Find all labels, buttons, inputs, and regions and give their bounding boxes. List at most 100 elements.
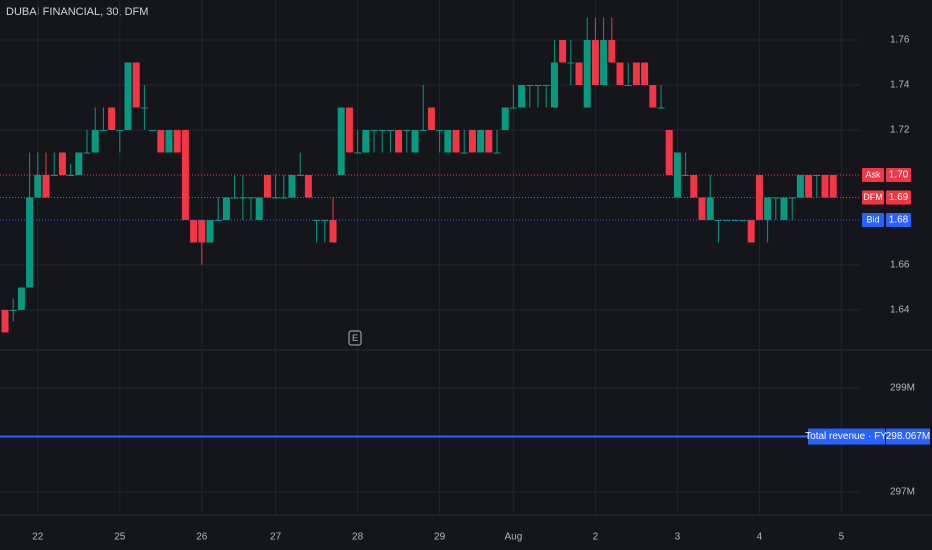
candle-body: [239, 197, 247, 199]
candle-body: [632, 62, 640, 86]
candle-body: [665, 130, 673, 175]
candle-body: [550, 62, 558, 108]
candle-body: [304, 175, 312, 198]
candle-body: [173, 130, 181, 153]
candle-body: [714, 219, 722, 221]
revenue-name: Total revenue · FY: [805, 431, 887, 442]
candle-body: [280, 197, 288, 199]
candle-body: [821, 175, 829, 198]
candle-body: [395, 130, 403, 153]
x-tick-label: 2: [593, 532, 599, 543]
candle-body: [190, 219, 198, 243]
y-tick-label: 1.72: [890, 125, 910, 136]
candle-body: [34, 175, 42, 198]
y-tick-label: 1.76: [890, 35, 910, 46]
candle-body: [9, 309, 17, 311]
candle-body: [26, 197, 34, 288]
candle-body: [509, 107, 517, 109]
candle-body: [165, 130, 173, 153]
price-tag-name-bg: [862, 212, 884, 227]
candle-body: [526, 85, 534, 87]
price-tag-value-bg: [886, 168, 911, 182]
candle-body: [780, 197, 788, 220]
chart-title: DUBAI FINANCIAL, 30, DFM: [6, 6, 148, 18]
candle-body: [67, 175, 75, 176]
candle-body: [75, 152, 83, 175]
candle-body: [764, 197, 772, 220]
candle-body: [444, 130, 452, 153]
candle-body: [608, 40, 616, 63]
candle-body: [600, 40, 608, 86]
candle-body: [772, 197, 780, 199]
price-tag-name: Ask: [865, 169, 881, 179]
candle-body: [452, 130, 460, 153]
candle-body: [140, 107, 148, 109]
candle-body: [747, 219, 755, 243]
candle-body: [198, 219, 206, 243]
candle-body: [706, 197, 714, 220]
candle-body: [624, 85, 632, 87]
candle-body: [181, 130, 189, 220]
candle-body: [460, 152, 468, 154]
candle-body: [272, 197, 280, 199]
candle-body: [411, 130, 419, 153]
price-tag-value: 1.70: [889, 170, 909, 181]
candle-body: [583, 40, 591, 108]
candle-body: [337, 107, 345, 175]
candle-body: [657, 107, 665, 109]
price-tag-value: 1.69: [889, 192, 909, 203]
candle-body: [534, 85, 542, 87]
candle-body: [805, 175, 813, 198]
candle-body: [99, 130, 107, 132]
candle-body: [518, 85, 526, 108]
candle-body: [247, 197, 255, 199]
candle-body: [468, 130, 476, 153]
candle-body: [354, 152, 362, 154]
candle-body: [796, 175, 804, 198]
candle-body: [501, 107, 509, 131]
x-tick-label: 4: [757, 532, 763, 543]
candle-body: [477, 130, 485, 153]
candle-body: [149, 130, 157, 132]
candle-body: [362, 130, 370, 153]
price-tag-name: Bid: [866, 214, 879, 224]
x-tick-label: 22: [32, 532, 44, 543]
x-tick-label: 27: [270, 532, 282, 543]
candle-body: [542, 85, 550, 87]
candle-body: [419, 130, 427, 132]
candle-body: [42, 175, 50, 198]
candle-body: [91, 130, 99, 153]
price-tag-value-bg: [886, 212, 911, 227]
x-tick-label: 29: [434, 532, 446, 543]
price-tag-value-bg: [886, 190, 911, 205]
candle-body: [386, 130, 394, 132]
candle-body: [214, 219, 222, 221]
candle-body: [222, 197, 230, 220]
event-marker: E: [352, 333, 358, 343]
candle-body: [682, 175, 690, 176]
price-tag-value: 1.68: [889, 215, 909, 226]
revenue-value: 298.067M: [886, 431, 930, 442]
candle-body: [83, 152, 91, 154]
candle-body: [591, 40, 599, 86]
candle-body: [124, 62, 132, 131]
candle-body: [17, 287, 25, 310]
candle-body: [616, 62, 624, 86]
x-tick-label: 25: [114, 532, 126, 543]
y-tick-label: 1.64: [890, 305, 910, 316]
y-tick-label: 1.66: [890, 260, 910, 271]
candle-body: [493, 152, 501, 154]
x-tick-label: 3: [675, 532, 681, 543]
y2-tick-label: 297M: [890, 487, 915, 498]
candle-body: [313, 219, 321, 221]
candle-body: [690, 175, 698, 198]
y2-tick-label: 299M: [890, 383, 915, 394]
candle-body: [370, 130, 378, 132]
candle-body: [132, 62, 140, 108]
candle-body: [427, 107, 435, 131]
candle-body: [829, 175, 837, 198]
candle-body: [567, 62, 575, 64]
candle-body: [649, 85, 657, 108]
